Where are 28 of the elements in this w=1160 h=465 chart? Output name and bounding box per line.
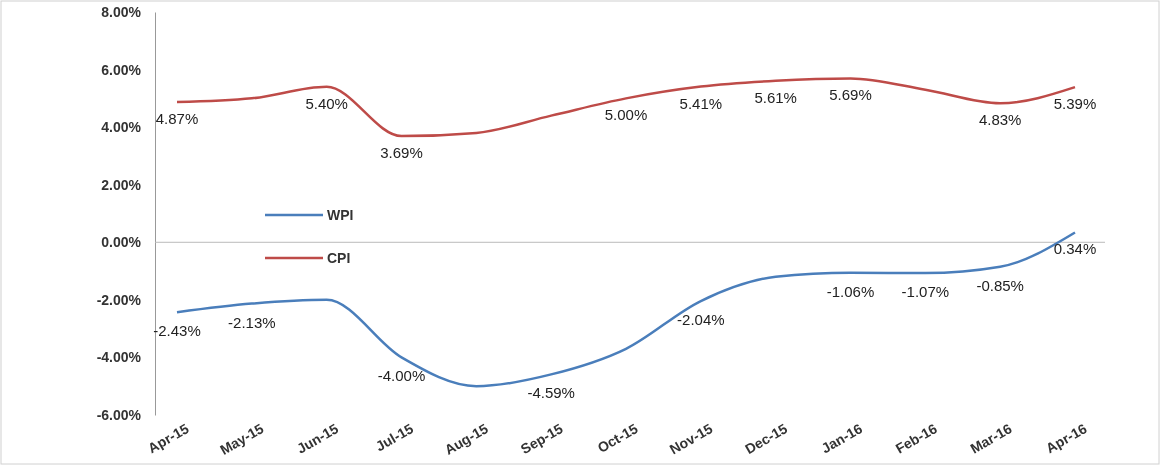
data-label: -2.13% xyxy=(228,313,276,331)
data-label: -0.85% xyxy=(976,276,1024,294)
data-label: 3.69% xyxy=(380,144,423,162)
data-label: 5.41% xyxy=(679,94,723,112)
data-label: 4.87% xyxy=(155,110,199,128)
data-label: 5.00% xyxy=(604,106,648,124)
y-tick-label: 2.00% xyxy=(101,176,142,193)
y-tick-label: -4.00% xyxy=(96,349,142,366)
y-tick-label: 6.00% xyxy=(101,61,142,78)
data-label: -4.00% xyxy=(377,367,426,385)
data-label: -4.59% xyxy=(527,384,575,402)
legend-label: CPI xyxy=(327,249,351,266)
data-label: 5.69% xyxy=(829,86,872,104)
data-label: -2.43% xyxy=(153,322,201,340)
data-label: 4.83% xyxy=(978,111,1022,129)
y-tick-label: 0.00% xyxy=(101,234,142,251)
data-label: -1.06% xyxy=(826,282,875,300)
data-label: -2.04% xyxy=(677,311,725,329)
data-label: 5.39% xyxy=(1053,95,1097,113)
data-label: 5.61% xyxy=(754,88,797,106)
data-label: 5.40% xyxy=(305,94,348,112)
y-tick-label: 8.00% xyxy=(101,3,142,20)
y-tick-label: 4.00% xyxy=(101,119,142,136)
y-tick-label: -6.00% xyxy=(96,406,142,423)
legend-label: WPI xyxy=(327,206,354,223)
y-tick-label: -2.00% xyxy=(96,291,142,308)
data-label: 0.34% xyxy=(1053,240,1097,258)
data-label: -1.07% xyxy=(901,283,950,301)
